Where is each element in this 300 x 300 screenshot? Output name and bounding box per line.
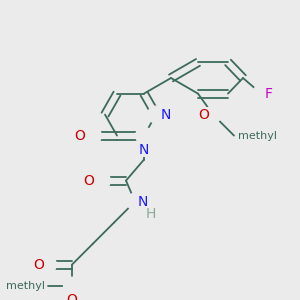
- Circle shape: [136, 127, 152, 144]
- Text: O: O: [75, 129, 86, 142]
- Circle shape: [205, 106, 221, 123]
- Circle shape: [94, 172, 110, 189]
- Text: O: O: [199, 108, 209, 122]
- Text: H: H: [146, 207, 156, 221]
- Text: O: O: [67, 293, 77, 300]
- Text: N: N: [138, 195, 148, 208]
- Circle shape: [40, 256, 56, 273]
- Text: O: O: [34, 258, 44, 272]
- Text: N: N: [139, 143, 149, 157]
- Text: F: F: [265, 87, 273, 100]
- Text: O: O: [84, 174, 94, 188]
- Text: N: N: [160, 108, 171, 122]
- Circle shape: [127, 193, 143, 210]
- Text: methyl: methyl: [6, 280, 45, 291]
- Circle shape: [85, 127, 101, 144]
- Text: methyl: methyl: [238, 130, 277, 141]
- Circle shape: [64, 277, 80, 294]
- Circle shape: [253, 85, 269, 102]
- Circle shape: [148, 106, 164, 123]
